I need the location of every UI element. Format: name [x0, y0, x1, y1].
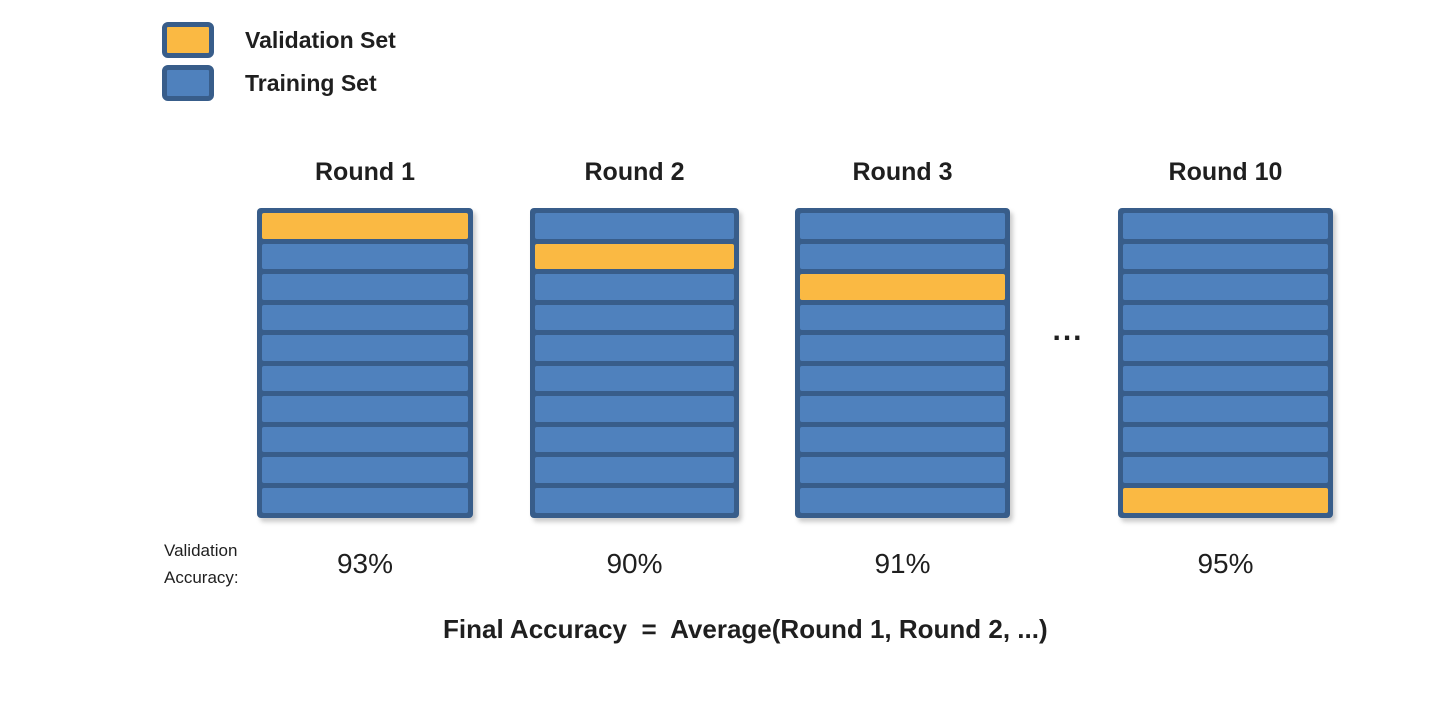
training-fold	[1123, 426, 1328, 452]
validation-fold	[262, 213, 468, 239]
training-fold	[262, 335, 468, 361]
round-title: Round 3	[852, 158, 953, 186]
round-column-2: Round 2 90%	[530, 150, 739, 610]
legend-label-training-set: Training Set	[245, 69, 377, 96]
validation-accuracy-value: 95%	[1197, 548, 1254, 579]
training-fold	[1123, 274, 1328, 300]
round-title: Round 10	[1168, 158, 1283, 186]
legend-item-training-set: Training Set	[162, 65, 396, 101]
training-fold	[262, 274, 468, 300]
training-fold	[535, 213, 734, 239]
training-fold	[1123, 396, 1328, 422]
training-fold	[800, 457, 1005, 483]
training-set-swatch	[162, 65, 214, 101]
training-fold	[800, 426, 1005, 452]
fold-stack	[795, 208, 1010, 518]
training-fold	[262, 365, 468, 391]
training-fold	[535, 274, 734, 300]
final-accuracy-formula: Final Accuracy = Average(Round 1, Round …	[443, 614, 1048, 644]
training-fold	[535, 365, 734, 391]
validation-accuracy-label-line1: Validation	[164, 541, 238, 560]
fold-stack	[530, 208, 739, 518]
fold-stack	[1118, 208, 1333, 518]
training-fold	[262, 487, 468, 513]
legend-label-validation-set: Validation Set	[245, 26, 396, 53]
training-fold	[262, 304, 468, 330]
validation-accuracy-value: 90%	[606, 548, 663, 579]
training-fold	[800, 243, 1005, 269]
training-fold	[262, 426, 468, 452]
training-fold	[535, 426, 734, 452]
round-title: Round 2	[584, 158, 685, 186]
round-title: Round 1	[315, 158, 415, 186]
validation-fold	[535, 243, 734, 269]
legend-item-validation-set: Validation Set	[162, 22, 396, 58]
training-fold	[800, 335, 1005, 361]
validation-accuracy-value: 91%	[874, 548, 931, 579]
training-fold	[262, 396, 468, 422]
round-column-1: Round 1 93%	[257, 150, 473, 610]
legend: Validation Set Training Set	[162, 22, 396, 108]
training-fold	[1123, 213, 1328, 239]
fold-stack	[257, 208, 473, 518]
training-fold	[1123, 365, 1328, 391]
training-fold	[535, 396, 734, 422]
training-fold	[800, 365, 1005, 391]
validation-accuracy-label: Validation Accuracy:	[164, 537, 239, 591]
validation-accuracy-label-line2: Accuracy:	[164, 568, 239, 587]
validation-set-swatch	[162, 22, 214, 58]
training-fold	[800, 213, 1005, 239]
round-column-3: Round 3 91%	[795, 150, 1010, 610]
training-fold	[535, 457, 734, 483]
rounds-ellipsis: ...	[1052, 314, 1084, 347]
training-fold	[1123, 335, 1328, 361]
validation-accuracy-value: 93%	[336, 548, 394, 579]
round-column-10: Round 10 95%	[1118, 150, 1333, 610]
training-fold	[1123, 304, 1328, 330]
validation-fold	[1123, 487, 1328, 513]
training-fold	[262, 457, 468, 483]
training-fold	[535, 304, 734, 330]
training-fold	[262, 243, 468, 269]
training-fold	[800, 487, 1005, 513]
training-fold	[535, 487, 734, 513]
training-fold	[1123, 243, 1328, 269]
training-fold	[535, 335, 734, 361]
training-fold	[800, 304, 1005, 330]
training-fold	[1123, 457, 1328, 483]
validation-fold	[800, 274, 1005, 300]
training-fold	[800, 396, 1005, 422]
